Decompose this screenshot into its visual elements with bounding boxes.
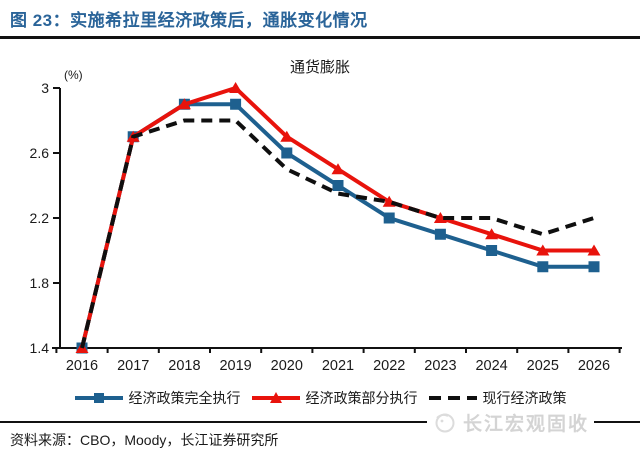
y-tick-label: 1.4 [30, 340, 50, 356]
yangtze-logo-icon [435, 413, 455, 433]
legend-item-0: 经济政策完全执行 [74, 388, 241, 408]
inflation-chart: 3 2.6 2.2 1.8 1.4 (%) 2016 2017 2018 2019 2020 2021… [0, 44, 640, 384]
legend-item-2: 现行经济政策 [428, 388, 567, 408]
series-1-marker [587, 244, 601, 256]
series-0-marker [281, 147, 293, 159]
x-tick-label: 2020 [271, 358, 303, 374]
series-0-marker [230, 98, 242, 110]
x-tick-label: 2023 [424, 358, 456, 374]
x-tick-label: 2017 [117, 358, 149, 374]
series-line-2 [80, 118, 595, 349]
x-tick-label: 2018 [168, 358, 200, 374]
watermark: 长江宏观固收 [426, 406, 594, 438]
x-tick-label: 2026 [578, 358, 610, 374]
series-1-marker [536, 244, 550, 256]
series-0-marker [588, 261, 600, 273]
watermark-text: 长江宏观固收 [462, 413, 589, 435]
chart-legend: 经济政策完全执行 经济政策部分执行 现行经济政策 [0, 386, 640, 410]
series-1-marker [485, 228, 499, 240]
figure-title: 图 23：实施希拉里经济政策后，通胀变化情况 [10, 11, 368, 30]
y-axis-unit-label: (%) [64, 68, 83, 82]
series-0-marker [486, 245, 498, 256]
y-tick-label: 1.8 [30, 275, 50, 291]
x-tick-label: 2025 [527, 358, 559, 374]
series-0-marker [332, 180, 344, 191]
series-0-marker [383, 212, 395, 224]
series-1-marker [280, 130, 294, 142]
y-tick-label: 3 [41, 80, 49, 96]
legend-swatch-square-icon [74, 393, 123, 403]
x-tick-label: 2019 [219, 358, 251, 374]
chart-title: 通货膨胀 [289, 59, 350, 76]
legend-label: 经济政策部分执行 [305, 390, 418, 406]
x-tick-label: 2016 [66, 358, 98, 374]
series-1-marker [433, 212, 447, 223]
legend-swatch-triangle-icon [251, 392, 300, 403]
top-divider [0, 36, 640, 39]
series-1-marker [331, 163, 345, 175]
x-tick-label: 2021 [322, 358, 354, 374]
y-tick-label: 2.2 [30, 210, 50, 226]
source-line: 资料来源：CBO，Moody，长江证券研究所 [10, 432, 279, 448]
legend-label: 经济政策完全执行 [128, 390, 241, 406]
legend-item-1: 经济政策部分执行 [251, 388, 418, 408]
x-tick-label: 2024 [475, 358, 507, 374]
y-tick-label: 2.6 [30, 145, 50, 161]
series-0-marker [537, 261, 549, 273]
x-tick-label: 2022 [373, 358, 405, 374]
legend-label: 现行经济政策 [482, 390, 567, 406]
legend-swatch-dashed-icon [428, 396, 477, 400]
series-0-marker [434, 228, 446, 240]
series-1-marker [177, 98, 191, 110]
bottom-divider [0, 421, 640, 423]
series-1-marker [229, 82, 243, 93]
chart-plot-area: 3 2.6 2.2 1.8 1.4 (%) 2016 2017 2018 2019 2020 2021… [30, 68, 622, 374]
